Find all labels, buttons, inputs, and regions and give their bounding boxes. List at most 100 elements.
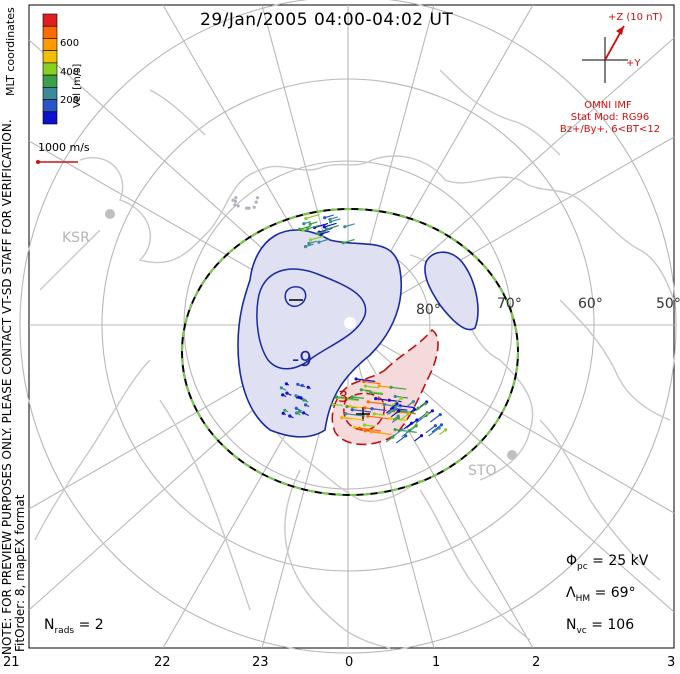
velocity-vector [390, 410, 400, 418]
velocity-vector [375, 398, 388, 401]
velocity-vector [314, 222, 329, 229]
mlt-tick-1: 1 [432, 655, 441, 670]
radar-label-ksr: KSR [62, 230, 90, 246]
velocity-vector [352, 409, 372, 413]
velocity-vector [282, 412, 287, 416]
colorbar-swatch [42, 50, 58, 64]
velocity-vector [345, 413, 365, 417]
velocity-vector [425, 425, 436, 434]
velocity-vector [284, 409, 289, 413]
velocity-vector [305, 243, 314, 248]
velocity-vector [391, 386, 407, 390]
lat-label-50: 50° [656, 296, 680, 312]
velocity-vector [384, 404, 402, 408]
velocity-vectors [231, 196, 448, 444]
velocity-vector [356, 378, 376, 382]
velocity-vector [361, 389, 372, 392]
fit-order-note: FitOrder: 8, mapEX format [13, 494, 27, 652]
stat-lambda-hm-value: = 69° [594, 585, 636, 601]
velocity-vector [364, 424, 376, 427]
imf-source: OMNI IMF [584, 100, 632, 111]
mlt-tick-21: 21 [3, 655, 20, 670]
velocity-vector [385, 436, 394, 443]
velocity-vector [371, 431, 392, 436]
velocity-vector [307, 224, 320, 230]
colorbar-swatch [42, 13, 58, 27]
colorbar-tick-200: 200 [60, 95, 80, 106]
colorbar-tick-600: 600 [60, 38, 80, 49]
radar-label-sto: STO [468, 463, 496, 479]
velocity-vector [302, 384, 306, 388]
radar-site-ksr: KSR [62, 209, 115, 246]
velocity-vector [439, 429, 446, 436]
velocity-vector [286, 383, 290, 386]
stat-lambda-hm: ΛHM = 69° [566, 585, 636, 604]
velocity-vector [395, 408, 408, 411]
velocity-vector [336, 397, 359, 402]
stat-n-rads: Nrads = 2 [44, 617, 104, 636]
stat-phi-pc-value: = 25 kV [592, 553, 649, 569]
velocity-vector [349, 405, 363, 409]
imf-z-label: +Z (10 nT) [608, 12, 663, 23]
scale-vector-dot [36, 160, 40, 164]
coordinate-label: MLT coordinates [4, 7, 17, 96]
imf-clock-dial [582, 25, 628, 83]
mlt-tick-2: 2 [532, 655, 541, 670]
velocity-vector [296, 407, 302, 412]
preview-note: NOTE: FOR PREVIEW PURPOSES ONLY. PLEASE … [0, 119, 14, 655]
pole-marker [344, 317, 356, 329]
velocity-vector [371, 408, 387, 412]
vector-origin [231, 198, 235, 202]
velocity-vector [389, 399, 402, 403]
velocity-vector [310, 235, 325, 241]
velocity-vector [296, 412, 301, 416]
velocity-vector [428, 427, 440, 437]
vector-origin [236, 204, 240, 208]
velocity-vector [410, 425, 417, 431]
velocity-vector [286, 392, 292, 396]
map-title: 29/Jan/2005 04:00-04:02 UT [200, 10, 454, 30]
mlt-tick-0: 0 [345, 655, 354, 670]
scale-vector-label: 1000 m/s [38, 141, 90, 154]
velocity-vector [303, 399, 309, 403]
velocity-vector [374, 413, 385, 416]
colorbar-swatch [42, 87, 58, 100]
velocity-vector [391, 417, 399, 423]
mlt-tick-22: 22 [154, 655, 171, 670]
velocity-vector [390, 417, 408, 421]
potential-maximum-marker [356, 407, 370, 421]
velocity-vector [379, 385, 391, 388]
velocity-vector [321, 230, 330, 235]
imf-condition: Bz+/By+, 6<BT<12 [559, 124, 661, 135]
velocity-vector [282, 394, 287, 398]
vector-origin [252, 205, 256, 209]
velocity-vector [429, 414, 441, 423]
velocity-vector [330, 218, 341, 223]
plot-frame [28, 4, 675, 649]
velocity-vector [303, 412, 309, 417]
colorbar-swatch [42, 62, 58, 76]
velocity-vector [326, 225, 339, 230]
velocity-vector [370, 392, 384, 395]
stat-n-vc-value: = 106 [591, 617, 635, 633]
imf-model: Stat Mod: RG96 [570, 112, 650, 123]
velocity-vector [365, 385, 379, 389]
colorbar-tick-400: 400 [60, 67, 80, 78]
velocity-vector [344, 223, 355, 228]
stat-n-rads-value: = 2 [78, 617, 104, 633]
velocity-vector [403, 422, 412, 430]
velocity-vector [343, 238, 355, 244]
colorbar-swatch [42, 111, 58, 125]
vector-origin [254, 200, 258, 204]
velocity-vector [387, 407, 396, 415]
velocity-vector [289, 415, 294, 419]
velocity-vector [359, 427, 381, 432]
velocity-vector [307, 386, 311, 390]
velocity-vector [336, 396, 359, 401]
colorbar-label: Vel [m/s] [72, 63, 83, 108]
colorbar-swatch [42, 25, 58, 39]
velocity-vector [299, 225, 311, 230]
vector-origin [233, 199, 238, 203]
velocity-vector [324, 222, 337, 228]
